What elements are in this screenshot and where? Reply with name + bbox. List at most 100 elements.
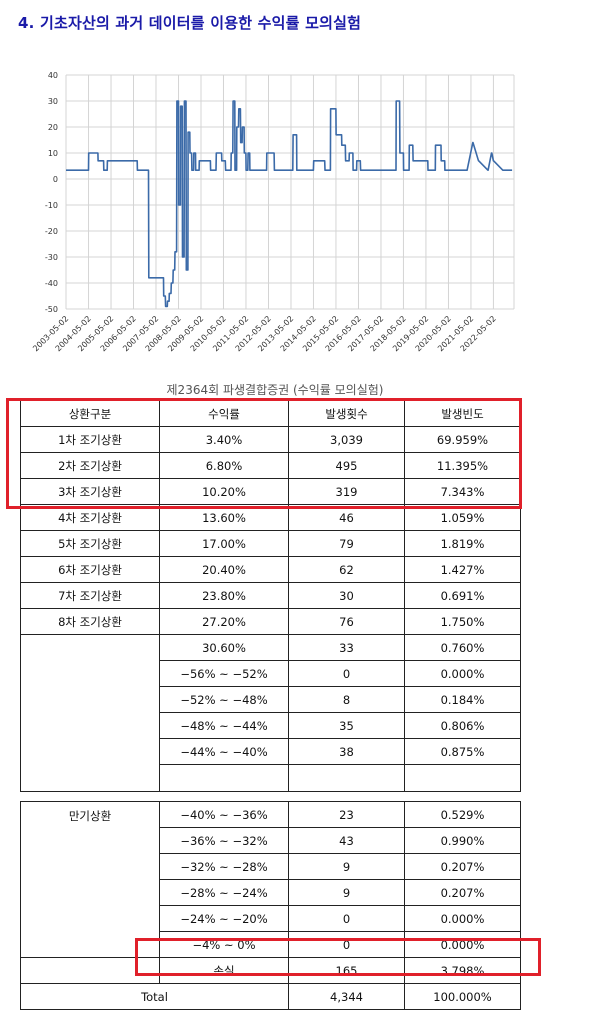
table-row: 6차 조기상환 20.40% 62 1.427% [20, 556, 521, 583]
y-tick-label: 0 [53, 175, 58, 184]
table-row: −4% ~ 0% 0 0.000% [21, 931, 521, 958]
empty-cell [288, 764, 405, 792]
rate-cell: −56% ~ −52% [159, 660, 289, 687]
table-row: 3차 조기상환 10.20% 319 7.343% [20, 478, 521, 505]
rate-cell: 3.40% [159, 426, 289, 453]
freq-cell: 0.184% [404, 686, 521, 713]
count-cell: 8 [288, 686, 405, 713]
table-row: 8차 조기상환 27.20% 76 1.750% [20, 608, 521, 635]
y-tick-label: 10 [48, 149, 58, 158]
maturity-label: 만기상환 [20, 801, 160, 958]
rate-cell: 10.20% [159, 478, 289, 505]
rate-cell: −52% ~ −48% [159, 686, 289, 713]
table-row: 상환구분 수익률 발생횟수 발생빈도 [20, 400, 521, 427]
count-cell: 495 [288, 452, 405, 479]
table-row: 2차 조기상환 6.80% 495 11.395% [20, 452, 521, 479]
rate-cell: −32% ~ −28% [159, 853, 289, 880]
y-tick-label: 20 [48, 123, 58, 132]
table-row [21, 792, 521, 802]
simulation-table: 상환구분 수익률 발생횟수 발생빈도 1차 조기상환 3.40% 3,039 69.959% 2… [20, 400, 521, 1010]
freq-cell: 0.990% [404, 827, 521, 854]
rate-cell: 23.80% [159, 582, 289, 609]
freq-cell: 0.691% [404, 582, 521, 609]
count-cell: 33 [288, 634, 405, 661]
freq-cell: 0.207% [404, 879, 521, 906]
table-row: −24% ~ −20% 0 0.000% [21, 905, 521, 932]
total-count: 4,344 [288, 983, 405, 1010]
empty-cell [404, 764, 521, 792]
rate-cell: 30.60% [159, 634, 289, 661]
freq-cell: 0.760% [404, 634, 521, 661]
table-row: Total 4,344 100.000% [20, 983, 521, 1010]
table-row: 30.60% 33 0.760% [20, 634, 521, 792]
freq-cell: 0.207% [404, 853, 521, 880]
count-cell: 23 [288, 801, 405, 828]
table-row: 5차 조기상환 17.00% 79 1.819% [20, 530, 521, 557]
count-cell: 79 [288, 530, 405, 557]
freq-cell: 11.395% [404, 452, 521, 479]
table-row: −28% ~ −24% 9 0.207% [21, 879, 521, 906]
row-label: 6차 조기상환 [20, 556, 160, 583]
rate-cell: −36% ~ −32% [159, 827, 289, 854]
blank-merged-cell [20, 634, 160, 792]
rate-cell: 20.40% [159, 556, 289, 583]
rate-cell: −48% ~ −44% [159, 712, 289, 739]
count-cell: 0 [288, 931, 405, 958]
y-tick-label: 30 [48, 97, 58, 106]
count-cell: 30 [288, 582, 405, 609]
return-series-line [66, 100, 513, 308]
table-row: 만기상환 −40% ~ −36% 23 0.529% [20, 801, 521, 958]
total-freq: 100.000% [404, 983, 521, 1010]
table-row: −44% ~ −40% 38 0.875% [21, 738, 521, 765]
rate-cell: −40% ~ −36% [159, 801, 289, 828]
row-label: 3차 조기상환 [20, 478, 160, 505]
freq-cell: 0.000% [404, 660, 521, 687]
table-row: −36% ~ −32% 43 0.990% [21, 827, 521, 854]
count-cell: 0 [288, 660, 405, 687]
table-row [21, 764, 521, 792]
rate-cell: −44% ~ −40% [159, 738, 289, 765]
table-row: 1차 조기상환 3.40% 3,039 69.959% [20, 426, 521, 453]
count-cell: 9 [288, 853, 405, 880]
count-cell: 9 [288, 879, 405, 906]
count-cell: 62 [288, 556, 405, 583]
freq-cell: 0.806% [404, 712, 521, 739]
count-cell: 35 [288, 712, 405, 739]
rate-cell: −24% ~ −20% [159, 905, 289, 932]
freq-cell: 1.819% [404, 530, 521, 557]
table-row: 7차 조기상환 23.80% 30 0.691% [20, 582, 521, 609]
rate-cell: 17.00% [159, 530, 289, 557]
rate-cell: −28% ~ −24% [159, 879, 289, 906]
rate-cell: −4% ~ 0% [159, 931, 289, 958]
y-tick-label: -20 [45, 227, 58, 236]
count-cell: 43 [288, 827, 405, 854]
y-tick-label: -50 [45, 305, 58, 314]
highlight-box-early-redemption [6, 398, 522, 509]
highlight-box-loss [135, 938, 541, 976]
freq-cell: 0.000% [404, 905, 521, 932]
table-gap [21, 792, 521, 802]
row-label: 7차 조기상환 [20, 582, 160, 609]
row-label: 8차 조기상환 [20, 608, 160, 635]
freq-cell: 7.343% [404, 478, 521, 505]
freq-cell: 0.875% [404, 738, 521, 765]
count-cell: 3,039 [288, 426, 405, 453]
count-cell: 38 [288, 738, 405, 765]
y-tick-label: -10 [45, 201, 58, 210]
row-label: 5차 조기상환 [20, 530, 160, 557]
y-tick-label: -30 [45, 253, 58, 262]
table-caption: 제2364회 파생결합증권 (수익률 모의실험) [166, 383, 384, 397]
y-tick-label: -40 [45, 279, 58, 288]
count-cell: 0 [288, 905, 405, 932]
empty-cell [159, 764, 289, 792]
rate-cell: 27.20% [159, 608, 289, 635]
section-heading: 4. 기초자산의 과거 데이터를 이용한 수익률 모의실험 [18, 14, 362, 32]
table-row: −56% ~ −52% 0 0.000% [21, 660, 521, 687]
freq-cell: 0.529% [404, 801, 521, 828]
y-tick-label: 40 [48, 71, 58, 80]
row-label: 2차 조기상환 [20, 452, 160, 479]
header-cell: 발생횟수 [288, 400, 405, 427]
return-history-chart: 403020100-10-20-30-40-502003-05-022004-0… [31, 71, 515, 353]
count-cell: 76 [288, 608, 405, 635]
freq-cell: 1.750% [404, 608, 521, 635]
